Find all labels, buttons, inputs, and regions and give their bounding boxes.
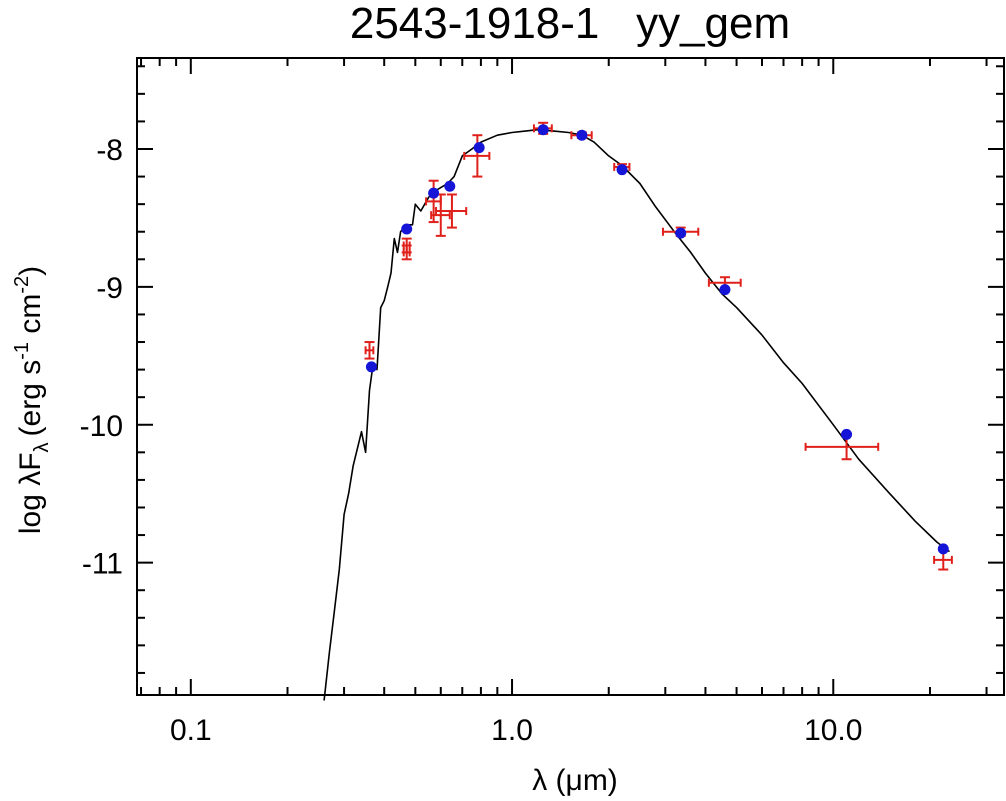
- y-tick-label: -11: [82, 548, 123, 581]
- synthetic-point: [616, 164, 628, 176]
- observed-point: [401, 244, 412, 261]
- y-axis-label-units: (erg s: [14, 360, 47, 437]
- y-axis-label-end: ): [14, 266, 47, 276]
- observed-point: [364, 341, 375, 360]
- synthetic-point: [576, 129, 588, 141]
- synthetic-point: [401, 223, 413, 235]
- synthetic-point: [537, 124, 549, 136]
- observed-point: [804, 433, 880, 461]
- observed-point: [430, 193, 451, 237]
- plot-frame: [136, 57, 1005, 696]
- y-tick-label: -9: [96, 272, 123, 305]
- synthetic-point: [937, 543, 949, 555]
- synthetic-point: [428, 187, 440, 199]
- y-axis-label-main: log λF: [14, 452, 47, 534]
- y-axis-label-exp1: -1: [11, 342, 33, 360]
- synthetic-point: [841, 428, 853, 440]
- y-tick-label: -10: [80, 410, 123, 443]
- synthetic-point: [444, 180, 456, 192]
- x-axis-label: λ (μm): [532, 764, 618, 797]
- plot-area: [323, 121, 953, 701]
- observed-point: [463, 134, 491, 178]
- synthetic-point: [365, 361, 377, 373]
- y-axis-label-exp2: -2: [11, 276, 33, 294]
- y-axis-label-sub: λ: [31, 442, 53, 452]
- synthetic-point: [473, 142, 485, 154]
- y-axis-label-mid: cm: [14, 294, 47, 342]
- chart-title: 2543-1918-1 yy_gem: [350, 0, 790, 48]
- axes: 0.1 1.0 10.0 -8 -9 -10 -11: [80, 57, 1005, 747]
- synthetic-point: [675, 227, 687, 239]
- observed-point: [435, 193, 468, 229]
- model-spectrum-line: [323, 128, 950, 701]
- x-tick-label: 1.0: [491, 714, 533, 747]
- x-tick-label: 0.1: [170, 714, 212, 747]
- x-tick-label: 10.0: [804, 714, 862, 747]
- synthetic-point: [719, 284, 731, 296]
- y-tick-label: -8: [96, 134, 123, 167]
- y-axis-label: log λFλ (erg s-1 cm-2): [11, 266, 53, 534]
